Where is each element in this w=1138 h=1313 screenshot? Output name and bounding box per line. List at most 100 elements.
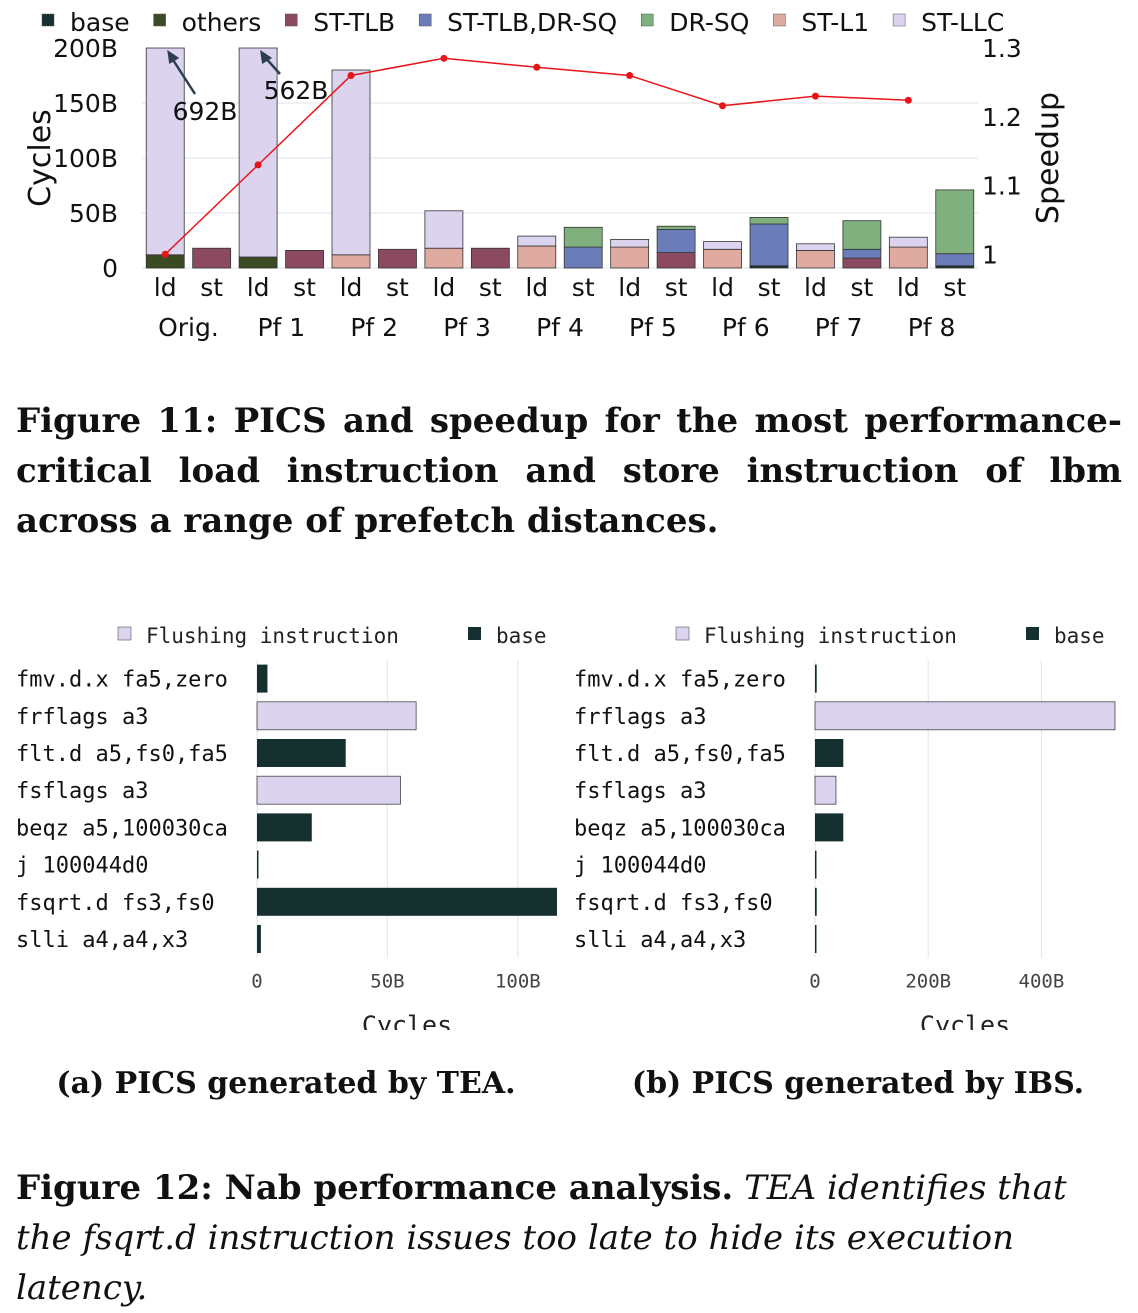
x-sub-label: st xyxy=(665,273,688,302)
bar-segment-st-llc xyxy=(424,210,464,249)
bar-flushing xyxy=(814,775,837,805)
x-sub-label: st xyxy=(386,273,409,302)
legend-swatch-st-tlb xyxy=(285,13,298,27)
x-group-label: Pf 7 xyxy=(815,313,863,342)
y-tick-label: 200B xyxy=(53,34,118,63)
y-tick-label: 100B xyxy=(53,144,118,173)
category-label: frflags a3 xyxy=(574,705,706,730)
legend-swatch-others xyxy=(153,13,166,27)
bar-segment-st-tlb xyxy=(470,247,510,269)
y-tick-label: 0 xyxy=(102,254,118,283)
bar-segment-dr-sq xyxy=(842,220,882,250)
bar-segment-st-llc xyxy=(517,235,557,247)
bar-segment-dr-sq xyxy=(935,189,975,255)
bar-base xyxy=(815,887,817,916)
bar-segment-st-tlb xyxy=(842,257,882,269)
figure-12-caption: Figure 12: Nab performance analysis. TEA… xyxy=(16,1163,1122,1313)
speedup-point xyxy=(161,250,169,258)
legend-label: ST-LLC xyxy=(921,8,1004,37)
category-label: slli a4,a4,x3 xyxy=(16,928,188,953)
legend-label: ST-TLB,DR-SQ xyxy=(447,8,617,37)
bar-segment-st-tlb xyxy=(192,247,232,269)
legend-swatch-base xyxy=(468,627,481,640)
category-label: fsqrt.d fs3,fs0 xyxy=(574,891,773,916)
figure-11-caption: Figure 11: PICS and speedup for the most… xyxy=(16,401,1122,541)
bar-segment-st-tlb-dr-sq xyxy=(656,229,696,254)
x-group-label: Pf 1 xyxy=(257,313,305,342)
bar-segment-st-llc xyxy=(703,241,742,250)
x-tick-label: 200B xyxy=(905,971,951,993)
x-group-label: Pf 3 xyxy=(443,313,491,342)
bar-segment-dr-sq xyxy=(563,226,603,248)
x-tick-label: 400B xyxy=(1019,971,1065,993)
x-group-label: Pf 4 xyxy=(536,313,584,342)
legend-swatch-flushing xyxy=(117,626,132,641)
category-label: fmv.d.x fa5,zero xyxy=(16,668,228,693)
bar-segment-st-l- xyxy=(424,247,464,269)
legend-swatch-st-l- xyxy=(773,13,786,27)
annotation-arrowhead xyxy=(167,50,180,64)
bar-segment-st-l- xyxy=(796,249,835,269)
y2-tick-label: 1 xyxy=(982,240,998,269)
bar-segment-st-tlb-dr-sq xyxy=(935,253,975,267)
bar-segment-dr-sq xyxy=(749,216,789,225)
speedup-point xyxy=(811,92,819,100)
speedup-point xyxy=(626,72,634,79)
bar-base xyxy=(257,664,268,693)
bar-segment-st-l- xyxy=(331,254,371,269)
figure-12b-caption: (b) PICS generated by IBS. xyxy=(631,1066,1085,1101)
legend-swatch-base xyxy=(1026,627,1039,640)
x-group-label: Pf 8 xyxy=(908,313,956,342)
bar-base xyxy=(815,925,817,953)
legend-label: others xyxy=(182,8,262,37)
bar-flushing xyxy=(256,701,417,731)
legend-swatch-st-llc xyxy=(892,13,906,27)
x-sub-label: st xyxy=(758,273,781,302)
bar-segment-st-llc xyxy=(145,47,185,256)
x-axis-title: Cycles xyxy=(920,1011,1010,1030)
x-sub-label: ld xyxy=(804,273,827,302)
legend-label: Flushing instruction xyxy=(146,624,399,648)
category-label: fsflags a3 xyxy=(574,779,706,804)
bar-segment-st-tlb-dr-sq xyxy=(842,248,882,259)
category-label: fsflags a3 xyxy=(16,779,148,804)
legend-label: base xyxy=(1054,624,1105,648)
speedup-point xyxy=(347,72,355,79)
annotation-label: 562B xyxy=(264,76,329,105)
bar-base xyxy=(257,850,259,879)
x-sub-label: st xyxy=(943,273,966,302)
bar-segment-st-tlb xyxy=(285,249,324,269)
category-label: flt.d a5,fs0,fa5 xyxy=(574,742,786,767)
legend-label: ST-TLB xyxy=(313,8,395,37)
x-sub-label: ld xyxy=(618,273,641,302)
bar-segment-st-tlb-dr-sq xyxy=(563,246,603,269)
bar-base xyxy=(815,813,844,842)
x-sub-label: st xyxy=(200,273,223,302)
bar-segment-st-llc xyxy=(796,243,835,251)
x-sub-label: ld xyxy=(897,273,920,302)
bar-base xyxy=(815,850,817,879)
bar-base xyxy=(257,739,346,767)
x-group-label: Pf 5 xyxy=(629,313,677,342)
category-label: beqz a5,100030ca xyxy=(16,816,228,841)
x-sub-label: st xyxy=(293,273,316,302)
category-label: fmv.d.x fa5,zero xyxy=(574,668,786,693)
figure-12-caption-label: Figure 12: Nab performance analysis. xyxy=(16,1168,734,1208)
bar-flushing xyxy=(814,701,1116,731)
bar-segment-st-l- xyxy=(703,248,742,269)
x-tick-label: 100B xyxy=(495,971,541,993)
x-tick-label: 0 xyxy=(809,971,820,993)
y-tick-label: 150B xyxy=(53,89,118,118)
bar-segment-st-llc xyxy=(610,238,650,248)
bar-base xyxy=(257,813,312,842)
x-tick-label: 0 xyxy=(251,971,262,993)
y2-tick-label: 1.1 xyxy=(982,172,1022,201)
y-tick-label: 50B xyxy=(69,199,118,228)
legend-label: base xyxy=(70,8,130,37)
legend-swatch-flushing xyxy=(675,626,690,641)
figure-11-chart: 0 50B 100B 150B 200B 1 1.1 1.2 1.3 Cycles Speedup l… xyxy=(23,8,1066,342)
figure-12-caption-text: TEA identifies that the fsqrt.d instruct… xyxy=(16,1168,1067,1308)
x-group-label: Orig. xyxy=(158,313,219,342)
x-sub-label: st xyxy=(850,273,873,302)
legend-swatch-st-tlb-dr-sq xyxy=(418,13,432,27)
